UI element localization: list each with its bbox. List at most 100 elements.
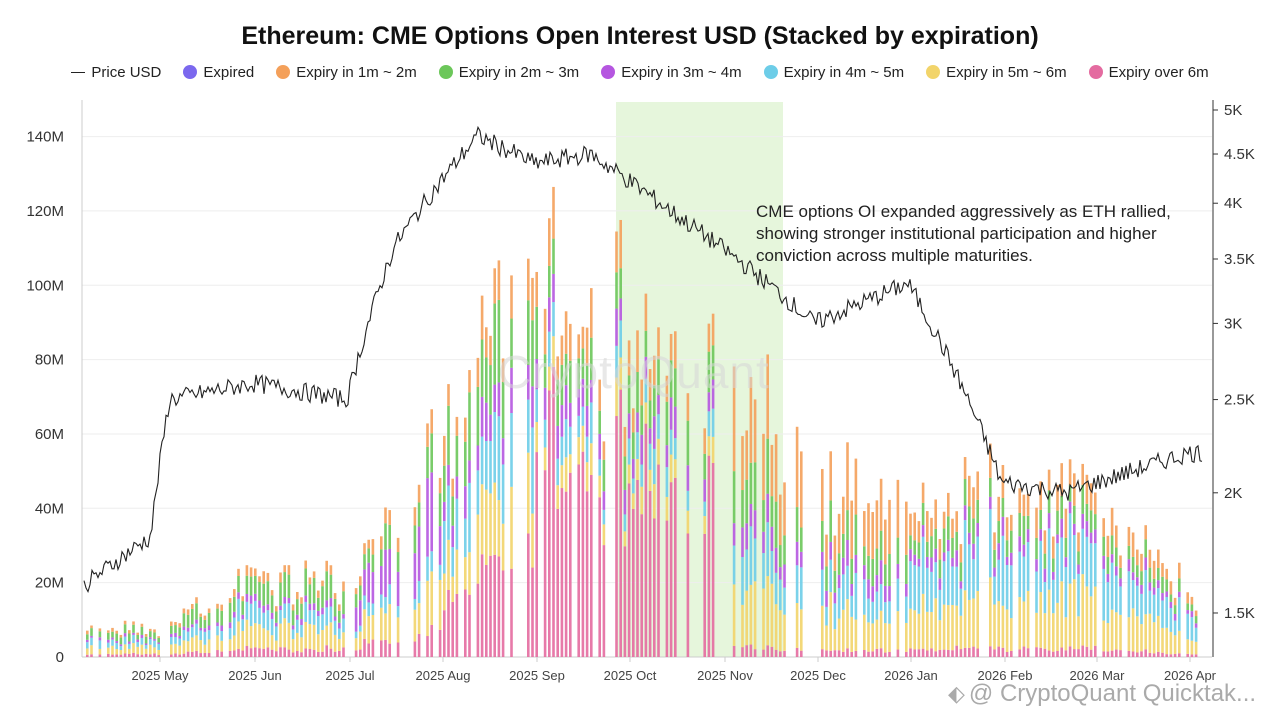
oi-bar-segment [451,478,454,497]
oi-bar-segment [203,644,207,653]
oi-bar-segment [1127,617,1131,651]
oi-bar-segment [1127,526,1131,546]
oi-bar-segment [380,607,383,641]
oi-bar-segment [249,576,253,596]
oi-bar-segment [199,630,202,641]
oi-bar-segment [136,642,139,647]
oi-bar-segment [581,378,585,407]
oi-bar-segment [1043,568,1047,583]
oi-bar-segment [363,543,366,555]
oi-bar-segment [249,595,253,604]
oi-bar-segment [380,565,383,595]
oi-bar-segment [930,557,933,572]
oi-bar-segment [909,549,912,562]
legend-item[interactable]: Expiry in 3m ~ 4m [601,64,742,81]
oi-bar-segment [896,649,900,657]
oi-bar-segment [1018,649,1021,657]
legend-item[interactable]: Expiry in 4m ~ 5m [763,64,904,81]
oi-bar-segment [1047,469,1051,491]
oi-bar-segment [203,628,207,632]
oi-bar-segment [119,650,123,655]
oi-bar-segment [1165,597,1168,628]
oi-bar-segment [262,605,265,613]
oi-bar-segment [749,377,753,463]
oi-bar-segment [1073,649,1076,657]
oi-bar-segment [581,406,585,426]
oi-bar-segment [930,536,933,558]
oi-bar-segment [388,548,391,585]
oi-bar-segment [951,650,954,657]
legend-item[interactable]: Expiry in 5m ~ 6m [926,64,1067,81]
oi-bar-segment [1110,609,1114,651]
oi-bar-segment [476,583,480,657]
oi-bar-segment [926,511,929,542]
oi-bar-segment [1136,565,1139,578]
y-left-tick-label: 20M [35,575,64,592]
oi-bar-segment [674,331,677,369]
oi-bar-segment [447,464,450,486]
oi-bar-segment [178,623,181,628]
oi-bar-segment [258,624,261,649]
oi-bar-segment [653,355,656,386]
oi-bar-segment [1094,543,1097,587]
oi-bar-segment [283,572,286,597]
oi-bar-segment [480,295,484,340]
oi-bar-segment [997,559,1000,602]
oi-bar-segment [1073,579,1076,650]
oi-bar-segment [976,471,979,500]
oi-bar-segment [1169,594,1173,602]
legend-item[interactable]: Expiry in 2m ~ 3m [438,64,579,81]
oi-bar-segment [863,614,866,651]
oi-bar-segment [443,521,446,574]
oi-bar-segment [1161,627,1164,653]
oi-bar-segment [413,507,417,526]
oi-bar-segment [329,622,333,649]
oi-bar-segment [396,537,400,553]
oi-bar-segment [972,598,975,647]
oi-bar-segment [1068,485,1072,502]
oi-bar-segment [762,500,765,532]
oi-bar-segment [1047,528,1051,590]
oi-bar-segment [821,605,824,650]
oi-bar-segment [1056,484,1059,511]
oi-bar-segment [531,386,534,428]
oi-bar-segment [1190,604,1194,612]
oi-bar-segment [413,641,417,657]
oi-bar-segment [598,497,601,657]
oi-bar-segment [648,443,652,470]
oi-bar-segment [296,651,299,657]
oi-bar-segment [279,572,282,583]
oi-bar-segment [438,526,442,565]
legend-item[interactable]: Expiry over 6m [1088,64,1209,81]
oi-bar-segment [884,623,887,653]
oi-bar-segment [909,535,912,550]
oi-bar-segment [1077,564,1080,574]
oi-bar-segment [556,425,559,459]
legend-item[interactable]: Expiry in 1m ~ 2m [276,64,417,81]
oi-bar-segment [825,534,828,567]
oi-bar-segment [535,271,538,307]
y-right-tick-label: 2.5K [1224,392,1255,409]
oi-bar-segment [1169,607,1173,632]
oi-bar-segment [296,619,299,633]
oi-bar-segment [140,623,144,627]
oi-bar-segment [636,372,639,413]
oi-bar-segment [552,336,555,367]
legend-item[interactable]: Price USD [71,64,161,81]
legend-item[interactable]: Expired [183,64,254,81]
oi-bar-segment [119,637,123,645]
oi-bar-segment [308,624,312,650]
oi-bar-segment [644,356,648,379]
oi-bar-segment [233,617,236,636]
oi-bar-segment [569,323,572,361]
oi-bar-segment [333,634,337,652]
oi-bar-segment [1089,596,1093,650]
oi-bar-segment [653,518,656,657]
oi-bar-segment [552,186,555,239]
oi-bar-segment [266,604,270,611]
oi-bar-segment [1018,536,1021,552]
oi-bar-segment [485,564,488,657]
oi-bar-segment [636,330,639,373]
oi-bar-segment [363,609,366,639]
oi-bar-segment [875,500,879,549]
